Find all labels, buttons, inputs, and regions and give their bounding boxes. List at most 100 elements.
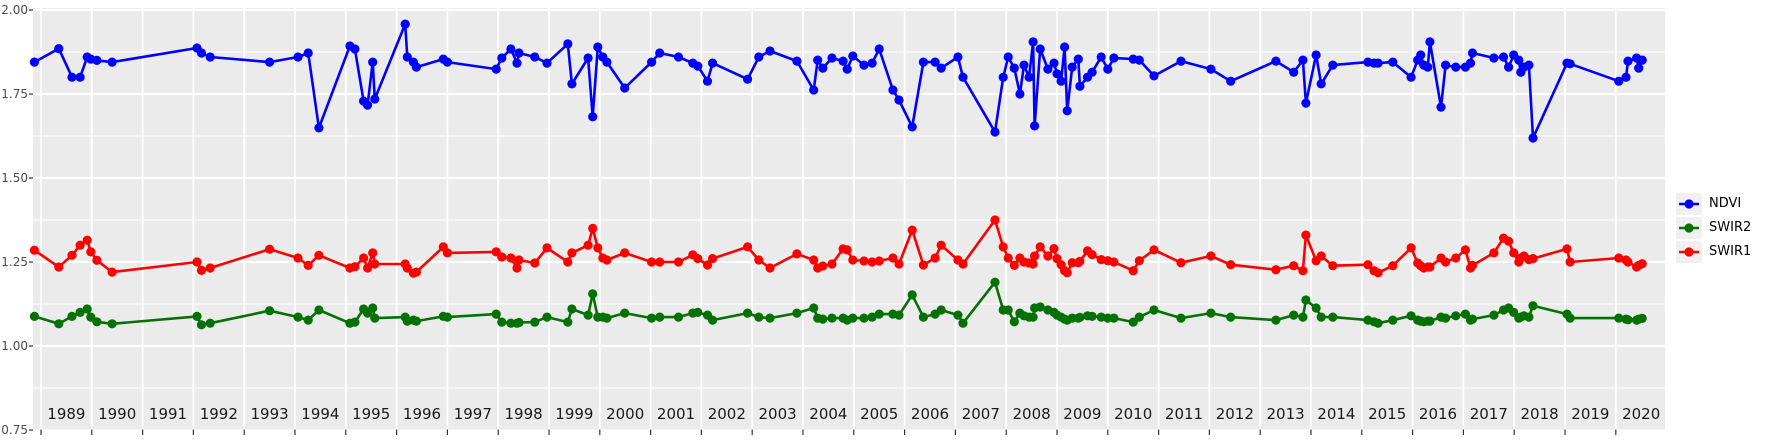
data-point-SWIR2 xyxy=(1373,318,1383,328)
data-point-SWIR1 xyxy=(842,245,852,255)
data-point-SWIR1 xyxy=(1043,251,1053,261)
data-point-NDVI xyxy=(442,57,452,67)
x-axis-label-2010: 2010 xyxy=(1114,405,1152,423)
data-point-SWIR1 xyxy=(1149,245,1159,255)
data-point-SWIR2 xyxy=(588,289,598,299)
data-point-NDVI xyxy=(1298,55,1308,65)
data-point-SWIR1 xyxy=(958,259,968,269)
legend-key-icon xyxy=(1676,192,1702,215)
x-axis-label-2006: 2006 xyxy=(911,405,949,423)
data-point-SWIR1 xyxy=(1128,266,1138,276)
x-axis-label-2002: 2002 xyxy=(708,405,746,423)
data-point-SWIR1 xyxy=(1565,257,1575,267)
data-point-NDVI xyxy=(655,48,665,58)
y-axis-label-1.00: 1.00 xyxy=(1,339,28,353)
data-point-NDVI xyxy=(293,52,303,62)
data-point-SWIR2 xyxy=(1388,315,1398,325)
data-point-SWIR1 xyxy=(86,247,96,257)
data-point-SWIR2 xyxy=(442,312,452,322)
data-point-SWIR2 xyxy=(867,312,877,322)
data-point-SWIR1 xyxy=(192,257,202,267)
data-point-NDVI xyxy=(813,55,823,65)
data-point-NDVI xyxy=(1075,81,1085,91)
data-point-SWIR2 xyxy=(1637,313,1647,323)
data-point-SWIR1 xyxy=(1009,260,1019,270)
data-point-NDVI xyxy=(530,52,540,62)
data-point-NDVI xyxy=(54,44,64,54)
data-point-NDVI xyxy=(514,48,524,58)
data-point-NDVI xyxy=(1498,52,1509,62)
data-point-NDVI xyxy=(1425,37,1435,47)
data-point-NDVI xyxy=(314,123,324,133)
data-point-NDVI xyxy=(491,64,501,74)
data-point-NDVI xyxy=(1003,52,1013,62)
series-SWIR2 xyxy=(29,277,1647,330)
data-point-SWIR2 xyxy=(1226,312,1236,322)
data-point-SWIR1 xyxy=(647,257,657,267)
data-point-SWIR2 xyxy=(918,312,929,322)
data-point-NDVI xyxy=(567,79,577,89)
data-point-SWIR1 xyxy=(1562,244,1572,254)
data-point-SWIR1 xyxy=(1504,236,1514,246)
data-point-SWIR2 xyxy=(1524,312,1534,322)
data-point-NDVI xyxy=(1176,56,1186,66)
data-point-NDVI xyxy=(842,64,852,74)
data-point-SWIR1 xyxy=(765,263,775,273)
data-point-SWIR1 xyxy=(620,248,630,258)
data-point-SWIR2 xyxy=(583,310,593,320)
data-point-NDVI xyxy=(1467,48,1478,58)
x-axis-label-2007: 2007 xyxy=(962,405,1000,423)
data-point-NDVI xyxy=(512,58,522,68)
data-point-SWIR1 xyxy=(907,225,917,235)
data-point-SWIR1 xyxy=(743,242,753,252)
x-axis-label-2020: 2020 xyxy=(1622,405,1660,423)
data-point-SWIR2 xyxy=(293,312,303,322)
data-point-NDVI xyxy=(1504,62,1514,72)
y-axis-label-1.50: 1.50 xyxy=(1,171,28,185)
data-point-SWIR1 xyxy=(1176,258,1186,268)
data-point-NDVI xyxy=(809,85,819,95)
data-point-NDVI xyxy=(1316,79,1326,89)
data-point-NDVI xyxy=(506,44,516,54)
data-point-NDVI xyxy=(1623,56,1633,66)
data-point-SWIR1 xyxy=(673,257,684,267)
data-point-SWIR1 xyxy=(1087,250,1097,260)
data-point-SWIR1 xyxy=(314,250,324,260)
data-point-SWIR2 xyxy=(809,303,819,313)
data-point-NDVI xyxy=(998,72,1008,82)
data-point-NDVI xyxy=(1009,63,1019,73)
data-point-NDVI xyxy=(1373,58,1383,68)
data-point-SWIR1 xyxy=(990,215,1000,225)
data-point-NDVI xyxy=(930,57,940,67)
legend-key-icon xyxy=(1676,240,1702,263)
data-point-SWIR2 xyxy=(303,315,313,325)
data-point-NDVI xyxy=(1073,54,1083,64)
data-point-SWIR2 xyxy=(1467,314,1478,324)
data-point-SWIR1 xyxy=(563,257,573,267)
data-point-SWIR2 xyxy=(192,311,202,321)
data-point-SWIR1 xyxy=(1614,253,1624,263)
data-point-NDVI xyxy=(765,46,775,56)
data-point-NDVI xyxy=(874,44,884,54)
data-point-SWIR2 xyxy=(411,316,421,326)
data-point-NDVI xyxy=(265,57,275,67)
data-point-NDVI xyxy=(350,44,360,54)
data-point-SWIR2 xyxy=(953,310,963,320)
data-point-SWIR2 xyxy=(1128,317,1138,327)
data-point-NDVI xyxy=(1406,72,1416,82)
x-axis-label-2008: 2008 xyxy=(1013,405,1051,423)
data-point-SWIR2 xyxy=(1460,309,1470,319)
data-point-SWIR2 xyxy=(205,318,215,328)
data-point-SWIR1 xyxy=(848,255,858,265)
data-point-SWIR2 xyxy=(673,312,684,322)
data-point-SWIR2 xyxy=(92,317,102,327)
x-axis-label-1993: 1993 xyxy=(251,405,289,423)
x-axis-label-2019: 2019 xyxy=(1571,405,1609,423)
data-point-SWIR2 xyxy=(1528,301,1538,311)
data-point-SWIR1 xyxy=(363,263,373,273)
data-point-SWIR2 xyxy=(54,319,64,329)
data-point-SWIR1 xyxy=(1328,261,1338,271)
data-point-SWIR1 xyxy=(894,259,904,269)
data-point-SWIR2 xyxy=(1028,312,1038,322)
